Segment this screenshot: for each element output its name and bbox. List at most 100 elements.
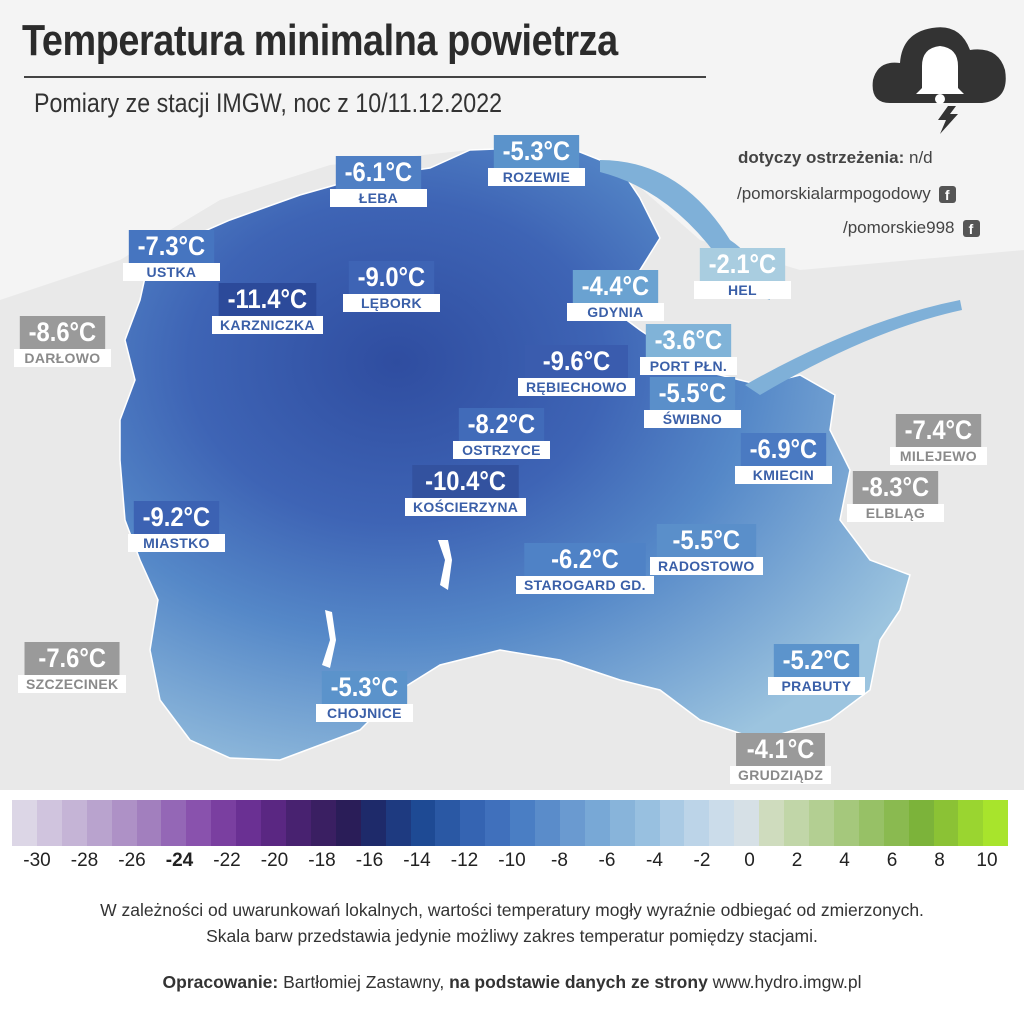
scale-tick-label: 2 [791,850,803,871]
scale-tick-label: -26 [118,850,146,871]
legend-swatch [559,800,585,846]
scale-tick-label: 0 [744,850,755,871]
station-temperature: -5.2°C [773,644,860,677]
station-radostowo: -5.5°C RADOSTOWO [650,524,763,575]
legend-swatch [734,800,760,846]
scale-tick-label: 8 [934,850,945,871]
station-hel: -2.1°C HEL [694,248,791,299]
legend-swatch [61,800,87,846]
legend-swatch [211,800,237,846]
note-line: W zależności od uwarunkowań lokalnych, w… [100,900,924,920]
scale-tick-label: -6 [598,850,616,871]
legend-swatch [709,800,735,846]
legend-swatch [12,800,37,846]
station-name: CHOJNICE [316,704,413,722]
credit-label: na podstawie danych ze strony [449,972,708,992]
scale-tick-label: -18 [308,850,336,871]
station-rebiechowo: -9.6°C RĘBIECHOWO [518,345,635,396]
legend-swatch [161,800,187,846]
station-temperature: -9.2°C [133,501,220,534]
scale-tick-label: -12 [450,850,479,871]
station-name: PORT PŁN. [640,357,737,375]
station-temperature: -4.1°C [736,733,826,766]
legend-swatch [908,800,934,846]
facebook-icon: f [962,219,980,237]
scale-tick-label: -16 [355,850,384,871]
station-name: MIASTKO [128,534,225,552]
scale-tick-label: -10 [498,850,526,871]
legend-swatch [933,800,959,846]
station-name: KMIECIN [735,466,832,484]
station-temperature: -4.4°C [572,270,659,303]
legend-swatch [858,800,884,846]
station-temperature: -5.5°C [656,524,756,557]
station-miastko: -9.2°C MIASTKO [128,501,225,552]
scale-tick-label: -2 [693,850,711,871]
station-lebork: -9.0°C LĘBORK [343,261,440,312]
scale-tick-label: 10 [976,850,998,871]
legend-swatch [136,800,162,846]
page-subtitle: Pomiary ze stacji IMGW, noc z 10/11.12.2… [34,88,503,118]
station-temperature: -6.2°C [524,543,646,576]
station-temperature: -5.3°C [321,671,408,704]
lake [438,540,452,590]
credit-line: Opracowanie: Bartłomiej Zastawny, na pod… [0,972,1024,993]
station-name: MILEJEWO [890,447,987,465]
social-link[interactable]: /pomorskialarmpogodowy f [737,184,956,204]
station-temperature: -2.1°C [699,248,786,281]
station-karzniczka: -11.4°C KARZNICZKA [212,283,323,334]
station-name: ŚWIBNO [644,410,741,428]
scale-tick-label: -8 [551,850,568,871]
warning-label: dotyczy ostrzeżenia: [738,148,905,167]
warning-status: dotyczy ostrzeżenia: n/d [738,148,933,168]
station-ostrzyce: -8.2°C OSTRZYCE [453,408,550,459]
station-grudziadz: -4.1°C GRUDZIĄDZ [730,733,832,784]
social-handle: /pomorskialarmpogodowy [737,184,931,203]
station-temperature: -6.9°C [740,433,827,466]
station-temperature: -7.3°C [128,230,215,263]
station-rozewie: -5.3°C ROZEWIE [488,135,585,186]
station-name: ŁEBA [330,189,427,207]
station-chojnice: -5.3°C CHOJNICE [316,671,413,722]
legend-swatch [983,800,1009,846]
station-kmiecin: -6.9°C KMIECIN [735,433,832,484]
legend-swatch [460,800,486,846]
scale-ticks: -30 -28 -26 -24 -22 -20 -18 -16 -14 -12 -10 -8 -6 -4-… [0,850,1024,874]
station-name: GDYNIA [567,303,664,321]
legend-swatch [958,800,984,846]
legend-swatch [261,800,286,846]
vistula-spit [745,300,962,395]
station-gdynia: -4.4°C GDYNIA [567,270,664,321]
legend-swatch [759,800,785,846]
legend-swatch [809,800,834,846]
station-name: OSTRZYCE [453,441,550,459]
legend-swatch [684,800,710,846]
credit-source[interactable]: www.hydro.imgw.pl [712,972,862,992]
station-name: LĘBORK [343,294,440,312]
facebook-icon: f [938,185,956,203]
station-temperature: -6.1°C [335,156,422,189]
credit-label: Opracowanie: [162,972,279,992]
station-name: RADOSTOWO [650,557,763,575]
station-elblag: -8.3°C ELBLĄG [847,471,944,522]
station-name: ROZEWIE [488,168,585,186]
station-leba: -6.1°C ŁEBA [330,156,427,207]
station-name: DARŁOWO [14,349,111,367]
station-name: SZCZECINEK [18,675,127,693]
legend-swatch [385,800,411,846]
station-darlowo: -8.6°C DARŁOWO [14,316,111,367]
legend-swatch [634,800,660,846]
station-temperature: -7.6°C [24,642,120,675]
legend-swatch [360,800,386,846]
station-name: KOŚCIERZYNA [405,498,527,516]
station-temperature: -5.5°C [649,377,736,410]
legend-swatch [186,800,212,846]
social-link[interactable]: /pomorskie998 f [843,218,980,238]
station-temperature: -9.0°C [348,261,435,294]
legend-swatch [435,800,461,846]
station-name: KARZNICZKA [212,316,323,334]
legend-swatch [609,800,635,846]
scale-tick-label: -20 [260,850,289,871]
note-line: Skala barw przedstawia jedynie możliwy z… [206,926,818,946]
